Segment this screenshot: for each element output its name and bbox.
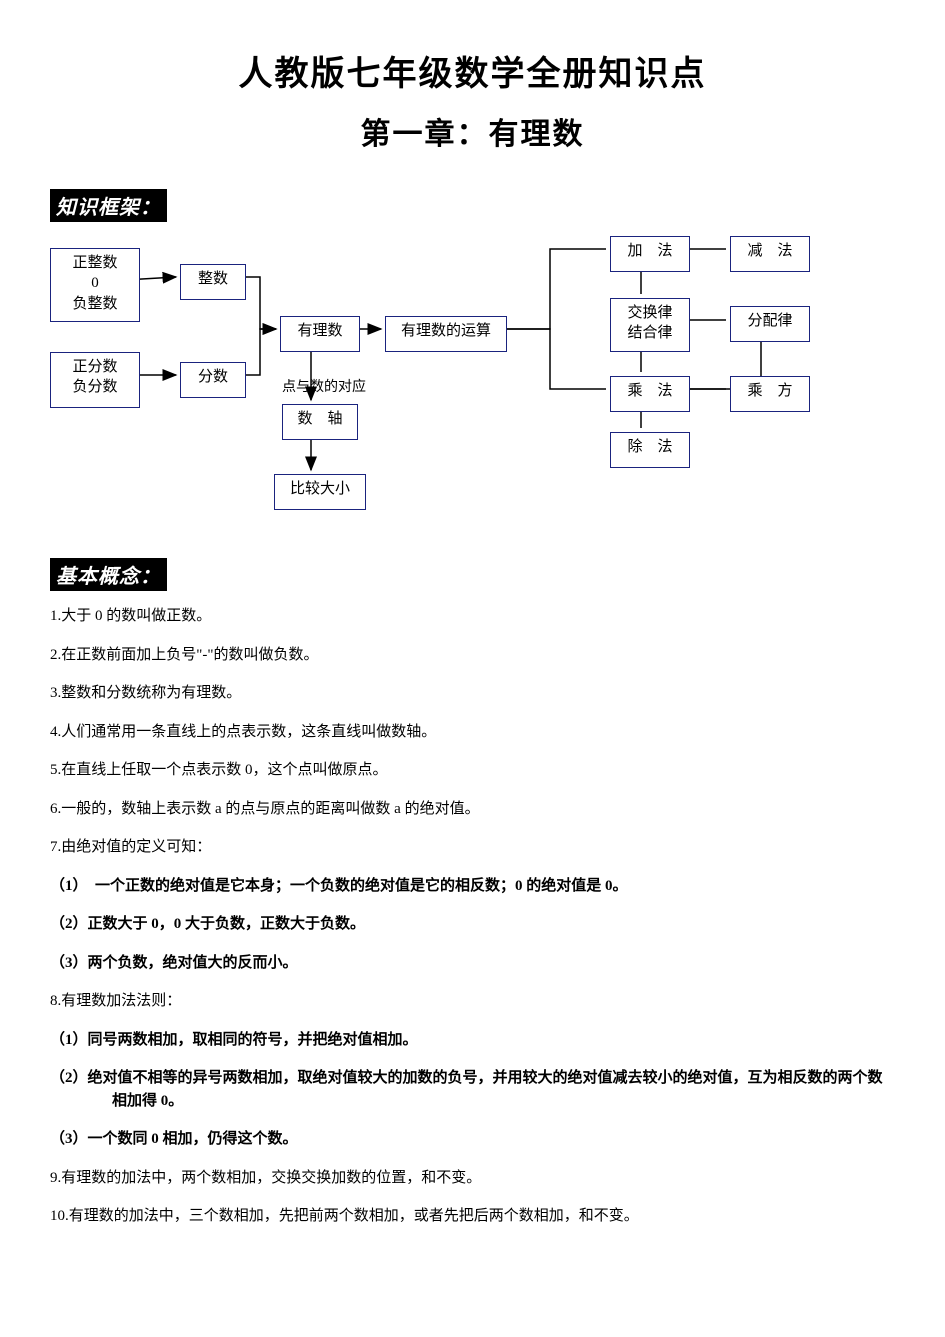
flow-label-l_map: 点与数的对应 [282, 376, 366, 396]
concept-line: （1）同号两数相加，取相同的符号，并把绝对值相加。 [50, 1029, 895, 1052]
knowledge-flowchart: 正整数 0 负整数 整数正分数 负分数 分数有理数有理数的运算数 轴比较大小 加 法 减… [50, 236, 895, 536]
concept-line: 1.大于 0 的数叫做正数。 [50, 605, 895, 628]
edge-n_calc-n_add [491, 249, 606, 329]
concept-line: （2）正数大于 0，0 大于负数，正数大于负数。 [50, 913, 895, 936]
concept-line: （1） 一个正数的绝对值是它本身；一个负数的绝对值是它的相反数；0 的绝对值是 … [50, 875, 895, 898]
flow-node-n_mul: 乘 法 [610, 376, 690, 412]
chapter-title: 第一章：有理数 [50, 109, 895, 153]
flow-node-n_div: 除 法 [610, 432, 690, 468]
concept-line: 2.在正数前面加上负号"-"的数叫做负数。 [50, 644, 895, 667]
concepts-list: 1.大于 0 的数叫做正数。 2.在正数前面加上负号"-"的数叫做负数。 3.整数和… [50, 605, 895, 1228]
flow-node-n_axis: 数 轴 [282, 404, 358, 440]
flow-node-n_int: 整数 [180, 264, 246, 300]
flow-node-n_calc: 有理数的运算 [385, 316, 507, 352]
flow-node-n_posint: 正整数 0 负整数 [50, 248, 140, 322]
flow-node-n_posfrac: 正分数 负分数 [50, 352, 140, 408]
page-title: 人教版七年级数学全册知识点 [50, 46, 895, 95]
flow-node-n_laws: 交换律 结合律 [610, 298, 690, 352]
concept-line: 3.整数和分数统称为有理数。 [50, 682, 895, 705]
flow-node-n_compare: 比较大小 [274, 474, 366, 510]
section-concepts-label: 基本概念： [50, 558, 167, 591]
concept-line: 8.有理数加法法则： [50, 990, 895, 1013]
concept-line: （2）绝对值不相等的异号两数相加，取绝对值较大的加数的负号，并用较大的绝对值减去… [50, 1067, 895, 1112]
concept-line: （3）一个数同 0 相加，仍得这个数。 [50, 1128, 895, 1151]
concept-line: （3）两个负数，绝对值大的反而小。 [50, 952, 895, 975]
concept-line: 6.一般的，数轴上表示数 a 的点与原点的距离叫做数 a 的绝对值。 [50, 798, 895, 821]
flow-node-n_pow: 乘 方 [730, 376, 810, 412]
concept-line: 4.人们通常用一条直线上的点表示数，这条直线叫做数轴。 [50, 721, 895, 744]
concept-line: 5.在直线上任取一个点表示数 0，这个点叫做原点。 [50, 759, 895, 782]
flow-node-n_add: 加 法 [610, 236, 690, 272]
flow-node-n_dist: 分配律 [730, 306, 810, 342]
edge-n_calc-n_mul [491, 329, 606, 389]
flow-node-n_sub: 减 法 [730, 236, 810, 272]
flow-node-n_rational: 有理数 [280, 316, 360, 352]
concept-line: 9.有理数的加法中，两个数相加，交换交换加数的位置，和不变。 [50, 1167, 895, 1190]
flow-node-n_frac: 分数 [180, 362, 246, 398]
concept-line: 10.有理数的加法中，三个数相加，先把前两个数相加，或者先把后两个数相加，和不变… [50, 1205, 895, 1228]
section-framework-label: 知识框架： [50, 189, 167, 222]
concept-line: 7.由绝对值的定义可知： [50, 836, 895, 859]
